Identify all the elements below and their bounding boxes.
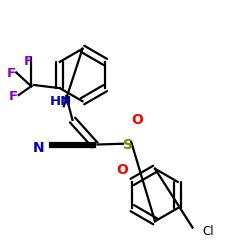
Text: O: O (132, 113, 143, 127)
Text: HN: HN (50, 95, 72, 108)
Text: F: F (24, 55, 33, 68)
Text: O: O (116, 163, 128, 177)
Text: Cl: Cl (202, 225, 214, 238)
Text: S: S (122, 138, 132, 152)
Text: N: N (33, 140, 44, 154)
Text: F: F (7, 67, 16, 80)
Text: F: F (9, 90, 18, 103)
